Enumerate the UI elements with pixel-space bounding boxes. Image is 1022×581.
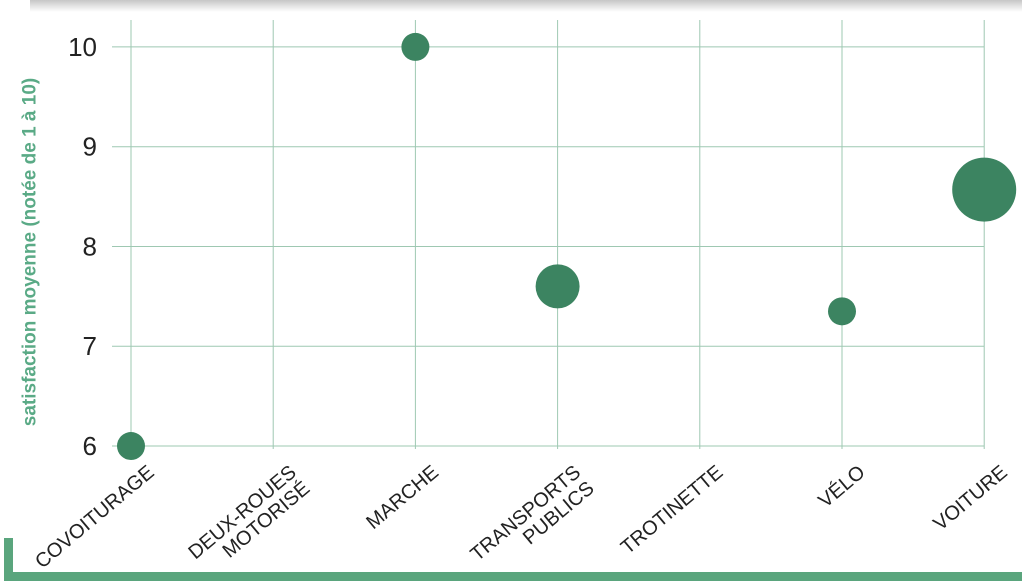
x-tick-label: TRANSPORTSPUBLICS — [467, 461, 599, 581]
frame-bottom-bar — [4, 572, 1022, 581]
y-tick-label: 9 — [83, 132, 97, 162]
top-shadow-band — [30, 0, 1022, 12]
data-point — [535, 264, 580, 309]
x-tick-label-line: VOITURE — [929, 461, 1011, 535]
frame-left-bar — [4, 538, 13, 581]
x-tick-label-line: VÉLO — [814, 460, 870, 512]
data-point — [117, 432, 145, 461]
data-point — [952, 157, 1017, 222]
y-axis-title: satisfaction moyenne (notée de 1 à 10) — [20, 78, 41, 426]
y-tick-label: 6 — [83, 431, 97, 461]
y-tick-label: 7 — [83, 331, 97, 361]
x-tick-label-line: COVOITURAGE — [31, 461, 158, 573]
x-tick-label: VÉLO — [814, 460, 870, 512]
x-tick-label: DEUX-ROUESMOTORISÉ — [184, 461, 314, 580]
y-tick-label: 10 — [68, 32, 97, 62]
y-tick-label: 8 — [83, 231, 97, 261]
x-tick-label-line: MARCHE — [362, 461, 443, 534]
x-tick-label: TROTINETTE — [617, 461, 727, 559]
data-point — [401, 32, 430, 61]
x-tick-label-line: TROTINETTE — [617, 461, 727, 559]
x-tick-label: COVOITURAGE — [31, 461, 158, 573]
x-tick-label: MARCHE — [362, 461, 443, 534]
x-tick-label: VOITURE — [929, 461, 1011, 535]
data-point — [828, 297, 856, 326]
